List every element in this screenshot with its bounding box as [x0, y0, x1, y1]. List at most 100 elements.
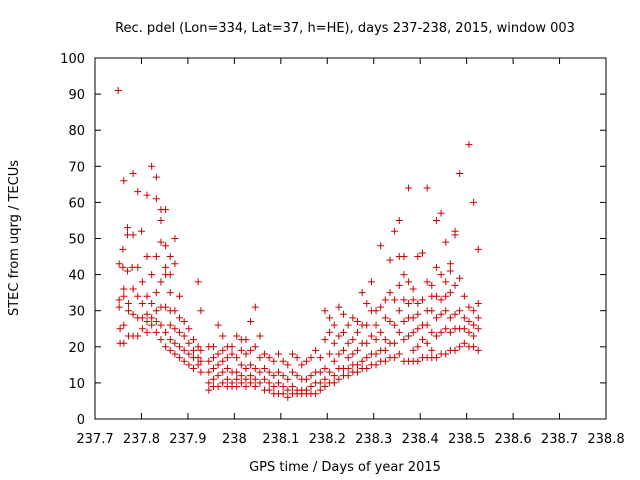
data-point — [367, 332, 375, 340]
data-point — [423, 339, 431, 347]
data-point — [157, 321, 165, 329]
y-tick-label: 40 — [68, 269, 85, 284]
data-point — [335, 303, 343, 311]
data-point — [428, 307, 436, 315]
data-point — [124, 224, 132, 232]
data-point — [180, 318, 188, 326]
data-point — [349, 350, 357, 358]
data-point — [409, 328, 417, 336]
data-point — [353, 318, 361, 326]
data-point — [124, 307, 132, 315]
data-point — [148, 271, 156, 279]
data-point — [432, 263, 440, 271]
data-point — [166, 289, 174, 297]
data-point — [214, 372, 222, 380]
data-point — [152, 328, 160, 336]
data-point — [171, 260, 179, 268]
data-point — [474, 346, 482, 354]
data-point — [395, 350, 403, 358]
data-point — [120, 285, 128, 293]
data-point — [197, 307, 205, 315]
data-point — [162, 303, 170, 311]
data-point — [428, 328, 436, 336]
data-point — [162, 343, 170, 351]
data-point — [414, 310, 422, 318]
data-point — [470, 343, 478, 351]
y-tick-label: 20 — [68, 341, 85, 356]
data-point — [205, 368, 213, 376]
data-point — [256, 368, 264, 376]
data-point — [219, 357, 227, 365]
x-tick-label: 238.4 — [402, 432, 439, 447]
data-point — [391, 354, 399, 362]
data-point — [391, 339, 399, 347]
data-point — [446, 328, 454, 336]
data-point — [470, 307, 478, 315]
data-point — [316, 379, 324, 387]
data-point — [251, 383, 259, 391]
data-point — [194, 343, 202, 351]
data-point — [326, 368, 334, 376]
data-point — [157, 336, 165, 344]
data-point — [405, 184, 413, 192]
data-point — [353, 361, 361, 369]
chart-title: Rec. pdel (Lon=334, Lat=37, h=HE), days … — [115, 21, 575, 36]
data-point — [171, 235, 179, 242]
data-point — [367, 278, 375, 286]
data-point — [114, 86, 122, 94]
data-point — [451, 310, 459, 318]
data-point — [316, 386, 324, 394]
data-point — [176, 328, 184, 336]
data-point — [330, 321, 338, 329]
data-point — [185, 339, 193, 347]
data-point — [274, 368, 282, 376]
data-point — [409, 296, 417, 304]
data-point — [409, 314, 417, 322]
data-point — [247, 318, 255, 326]
data-point — [442, 292, 450, 300]
data-point — [237, 361, 245, 369]
data-point — [470, 332, 478, 340]
data-point — [474, 299, 482, 307]
data-point — [442, 278, 450, 286]
data-point — [152, 173, 160, 181]
data-point — [405, 278, 413, 286]
data-point — [419, 296, 427, 304]
x-tick-label: 237.9 — [169, 432, 206, 447]
data-point — [162, 328, 170, 336]
data-point — [391, 227, 399, 235]
data-point — [400, 271, 408, 279]
x-tick-label: 238 — [222, 432, 247, 447]
data-point — [293, 372, 301, 380]
data-point — [465, 303, 473, 311]
data-point — [340, 310, 348, 318]
x-tick-label: 238.6 — [494, 432, 531, 447]
data-point — [251, 343, 259, 351]
data-point — [312, 390, 320, 398]
data-point — [456, 170, 464, 178]
data-point — [119, 245, 127, 253]
y-tick-label: 10 — [68, 377, 85, 392]
data-point — [321, 336, 329, 344]
data-point — [353, 328, 361, 336]
data-point — [395, 307, 403, 315]
data-point — [451, 346, 459, 354]
data-point — [386, 289, 394, 297]
data-point — [395, 216, 403, 224]
data-point — [335, 332, 343, 340]
data-point — [456, 343, 464, 351]
data-point — [344, 339, 352, 347]
data-point — [143, 310, 151, 318]
data-point — [386, 256, 394, 264]
data-point — [152, 195, 160, 203]
x-tick-label: 238.5 — [448, 432, 485, 447]
data-point — [330, 357, 338, 365]
data-point — [460, 339, 468, 347]
data-point — [185, 350, 193, 358]
data-point — [474, 245, 482, 253]
data-point — [400, 336, 408, 344]
data-point — [284, 375, 292, 383]
data-point — [197, 368, 205, 376]
data-point — [456, 307, 464, 315]
data-point — [400, 318, 408, 326]
